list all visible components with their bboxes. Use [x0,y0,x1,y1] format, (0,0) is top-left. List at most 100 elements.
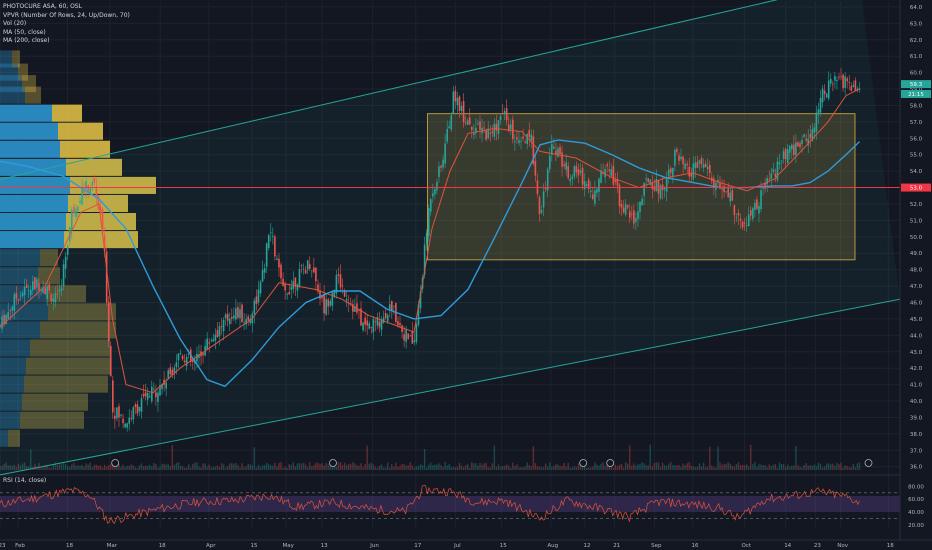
candle-body [596,188,598,193]
candle-body [793,144,795,156]
volume-bar [858,462,861,470]
volume-bar [304,464,307,470]
earnings-marker[interactable] [329,459,337,467]
volume-bar [497,464,500,470]
candle-body [708,164,711,174]
volume-bar [315,462,317,470]
earnings-marker[interactable] [111,459,120,467]
candle-body [298,269,301,286]
candle-body [827,80,830,99]
vpvr-up-bar [0,122,58,140]
volume-bar [298,463,301,470]
ma200-legend[interactable]: MA (200, close) [3,37,50,44]
volume-bar [547,466,549,470]
rsi-tick-label: 60.00 [908,497,924,503]
volume-bar [153,462,155,470]
candle-body [577,169,580,176]
candle-body [233,315,235,319]
candle-body [153,388,155,390]
candle-body [235,308,237,320]
volume-bar [711,465,713,470]
earnings-marker[interactable] [606,459,615,467]
event-markers[interactable] [111,459,873,467]
volume-bar [71,464,73,470]
volume-bar [222,464,225,470]
ma50-legend[interactable]: MA (50, close) [3,28,46,36]
earnings-marker[interactable] [579,459,588,467]
candle-body [530,134,533,141]
volume-bar [161,463,163,470]
channel-lower-line[interactable] [0,298,901,476]
volume-bar [477,465,479,470]
volume-bar [481,464,483,470]
candle-body [743,222,746,224]
candle-body [653,186,656,191]
candle-body [380,319,383,330]
volume-bar [596,464,598,470]
volume-bar [608,466,610,470]
volume-bar [167,463,169,470]
candle-body [118,406,120,418]
candle-body [450,115,453,130]
volume-bar [737,462,740,470]
candle-body [132,407,135,420]
trend-channel[interactable] [0,0,901,476]
volume-bar [651,466,654,470]
volume-bar [112,462,114,470]
vpvr-down-bar [40,249,58,267]
candle-body [319,290,321,299]
candle-body [464,122,467,124]
price-tick-label: 37.0 [910,448,923,454]
rsi-legend[interactable]: RSI (14, close) [3,477,47,484]
volume-bar [196,462,198,470]
volume-bar [686,463,688,470]
candle-body [583,181,586,190]
candle-body [25,284,28,288]
candle-body [155,392,157,398]
candle-body [729,192,732,202]
volume-bar [179,465,182,470]
candle-body [278,258,280,268]
volume-bar [707,466,709,470]
volume-bar [614,464,617,470]
volume-bar [450,467,452,470]
candle-body [148,396,151,398]
candle-body [321,296,323,299]
volume-bar [23,462,26,470]
price-tick-label: 38.0 [910,432,923,438]
volume-bar [321,463,323,470]
volume-bar [684,465,686,470]
candle-body [393,305,395,307]
candle-body [304,269,307,274]
candle-body [540,210,543,213]
vol-legend[interactable]: Vol (20) [3,20,27,27]
volume-bar [731,465,734,470]
volume-bar [713,467,715,470]
volume-bar [85,463,87,470]
volume-bar [241,463,243,470]
volume-bar [36,466,38,470]
price-axis[interactable]: 64.063.062.061.060.059.058.057.056.055.0… [899,0,932,550]
time-axis[interactable]: 23 Feb 18 Mar 18 Apr 15 May 13 Jun 17 Jul 15 Aug 12 21 S… [0,539,932,549]
candle-body [735,216,738,218]
candle-body [230,317,233,319]
volume-bar [229,463,231,470]
volume-bar [475,463,477,470]
volume-bar [380,464,383,470]
earnings-marker[interactable] [864,459,873,467]
candle-body [220,326,223,328]
candle-body [594,190,596,204]
ma200-line [0,139,860,388]
channel-upper-line[interactable] [0,0,860,180]
volume-bar [11,465,14,470]
symbol-title[interactable]: PHOTOCURE ASA, 60, OSL [3,3,82,10]
candle-body [124,423,126,428]
volume-bar [46,465,48,470]
candle-body [553,146,555,149]
volume-bar [251,465,254,470]
volume-bar [323,465,325,470]
vpvr-legend[interactable]: VPVR (Number Of Rows, 24, Up/Down, 70) [3,11,130,19]
candle-body [294,277,297,287]
candle-body [555,150,557,155]
